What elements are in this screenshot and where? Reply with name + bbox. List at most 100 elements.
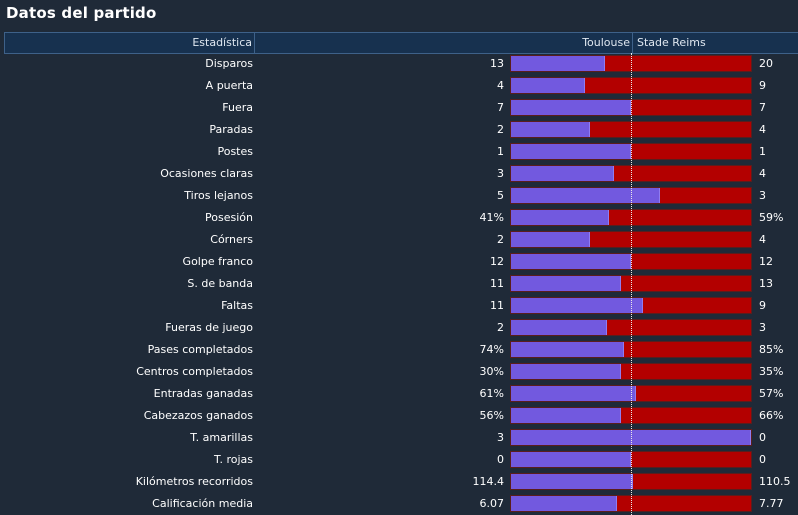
away-value: 20 [759,57,773,70]
stat-label: Calificación media [152,497,253,510]
away-value: 7.77 [759,497,784,510]
stat-label: Fueras de juego [165,321,253,334]
home-share-fill [511,210,610,225]
stat-label: Fuera [222,101,253,114]
comparison-bar [510,473,752,490]
away-value: 0 [759,431,766,444]
stat-label: Paradas [209,123,253,136]
stat-label: S. de banda [187,277,253,290]
comparison-bar [510,429,752,446]
comparison-bar [510,363,752,380]
stat-row: Cabezazos ganados 56% 66% [0,405,798,427]
stat-row: Tiros lejanos 5 3 [0,185,798,207]
away-value: 4 [759,167,766,180]
away-value: 66% [759,409,784,422]
home-value: 2 [497,321,504,334]
comparison-bar [510,187,752,204]
stat-row: Pases completados 74% 85% [0,339,798,361]
away-value: 59% [759,211,784,224]
comparison-bar [510,253,752,270]
stat-label: Kilómetros recorridos [135,475,253,488]
stat-row: Postes 1 1 [0,141,798,163]
home-share-fill [511,386,636,401]
home-value: 0 [497,453,504,466]
stat-row: S. de banda 11 13 [0,273,798,295]
home-value: 74% [479,343,504,356]
column-header-home-team[interactable]: Toulouse [513,33,633,53]
stat-label: Córners [210,233,253,246]
stat-row: Fuera 7 7 [0,97,798,119]
home-share-fill [511,56,605,71]
stat-row: T. rojas 0 0 [0,449,798,471]
away-value: 35% [759,365,784,378]
stat-label: Disparos [205,57,253,70]
away-value: 4 [759,233,766,246]
stats-table-body: Disparos 13 20 A puerta 4 9 Fuera 7 7 Paradas 2 4 Po… [0,53,798,515]
page-title: Datos del partido [6,4,157,22]
stat-label: Golpe franco [182,255,253,268]
home-value: 11 [490,277,504,290]
home-share-fill [511,144,631,159]
stat-row: Centros completados 30% 35% [0,361,798,383]
away-value: 85% [759,343,784,356]
stat-label: Tiros lejanos [184,189,253,202]
comparison-bar [510,55,752,72]
comparison-bar [510,495,752,512]
home-value: 5 [497,189,504,202]
home-share-fill [511,298,643,313]
home-value: 11 [490,299,504,312]
home-share-fill [511,276,622,291]
comparison-bar [510,121,752,138]
home-share-fill [511,78,586,93]
stat-row: T. amarillas 3 0 [0,427,798,449]
stat-row: Ocasiones claras 3 4 [0,163,798,185]
stat-label: Posesión [205,211,253,224]
column-header-away-team[interactable]: Stade Reims [637,36,706,49]
comparison-bar [510,319,752,336]
stat-row: Entradas ganadas 61% 57% [0,383,798,405]
home-value: 61% [479,387,504,400]
home-value: 4 [497,79,504,92]
home-value: 1 [497,145,504,158]
stat-label: T. rojas [214,453,253,466]
stat-label: Pases completados [147,343,253,356]
comparison-bar [510,407,752,424]
home-share-fill [511,254,631,269]
home-value: 3 [497,431,504,444]
home-value: 7 [497,101,504,114]
stat-row: Córners 2 4 [0,229,798,251]
comparison-bar [510,297,752,314]
home-share-fill [511,232,591,247]
home-value: 56% [479,409,504,422]
stat-label: Cabezazos ganados [143,409,253,422]
comparison-bar [510,77,752,94]
home-value: 6.07 [479,497,505,510]
stat-row: Golpe franco 12 12 [0,251,798,273]
stat-label: Entradas ganadas [153,387,253,400]
column-header-statistic[interactable]: Estadística [4,33,255,53]
home-share-fill [511,188,660,203]
away-value: 9 [759,299,766,312]
home-share-fill [511,452,631,467]
home-share-fill [511,474,634,489]
stat-row: Fueras de juego 2 3 [0,317,798,339]
comparison-bar [510,99,752,116]
stat-label: Centros completados [136,365,253,378]
home-value: 13 [490,57,504,70]
away-value: 3 [759,189,766,202]
home-share-fill [511,100,631,115]
home-value: 41% [479,211,504,224]
stat-row: Faltas 11 9 [0,295,798,317]
comparison-bar [510,209,752,226]
stat-row: A puerta 4 9 [0,75,798,97]
home-share-fill [511,408,622,423]
comparison-bar [510,341,752,358]
stat-label: Postes [217,145,253,158]
home-value: 3 [497,167,504,180]
home-value: 114.4 [472,475,505,488]
comparison-bar [510,385,752,402]
away-value: 57% [759,387,784,400]
stat-row: Paradas 2 4 [0,119,798,141]
stat-label: Ocasiones claras [160,167,253,180]
stats-table-header: Estadística Toulouse Stade Reims [4,32,798,54]
